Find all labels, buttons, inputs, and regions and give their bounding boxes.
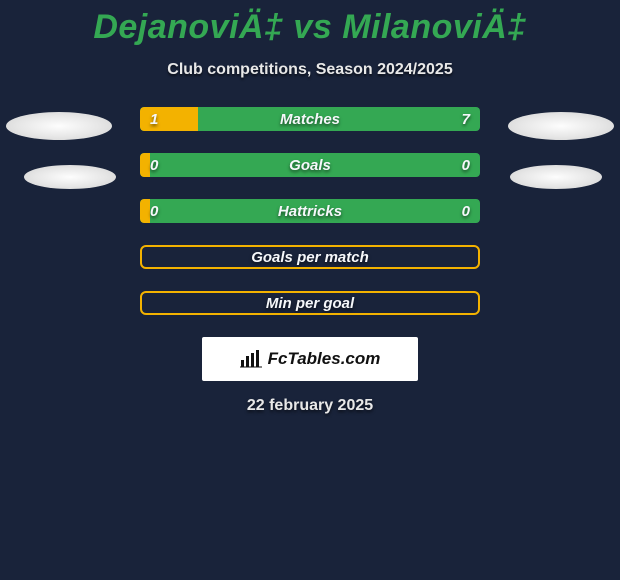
stat-bar-goals-per-match: Goals per match bbox=[140, 245, 480, 269]
stat-label: Goals per match bbox=[142, 247, 478, 267]
player-left-avatar-bottom bbox=[24, 165, 116, 189]
stat-label: Min per goal bbox=[142, 293, 478, 313]
player-left-avatar-top bbox=[6, 112, 112, 140]
subtitle: Club competitions, Season 2024/2025 bbox=[0, 61, 620, 79]
player-right-avatar-top bbox=[508, 112, 614, 140]
stat-bars: 1 Matches 7 0 Goals 0 0 Hattricks 0 Goal… bbox=[140, 107, 480, 315]
stat-right-value: 0 bbox=[452, 153, 480, 177]
stat-label: Matches bbox=[140, 107, 480, 131]
stat-label: Hattricks bbox=[140, 199, 480, 223]
date-text: 22 february 2025 bbox=[0, 397, 620, 415]
stat-bar-goals: 0 Goals 0 bbox=[140, 153, 480, 177]
comparison-panel: 1 Matches 7 0 Goals 0 0 Hattricks 0 Goal… bbox=[0, 107, 620, 415]
stat-bar-hattricks: 0 Hattricks 0 bbox=[140, 199, 480, 223]
stat-right-value: 0 bbox=[452, 199, 480, 223]
brand-text: FcTables.com bbox=[268, 349, 381, 369]
player-right-avatar-bottom bbox=[510, 165, 602, 189]
stat-label: Goals bbox=[140, 153, 480, 177]
stat-right-value: 7 bbox=[452, 107, 480, 131]
stat-bar-matches: 1 Matches 7 bbox=[140, 107, 480, 131]
brand-card: FcTables.com bbox=[202, 337, 418, 381]
bar-chart-icon bbox=[240, 350, 262, 368]
page-title: DejanoviÄ‡ vs MilanoviÄ‡ bbox=[0, 0, 620, 47]
stat-bar-min-per-goal: Min per goal bbox=[140, 291, 480, 315]
